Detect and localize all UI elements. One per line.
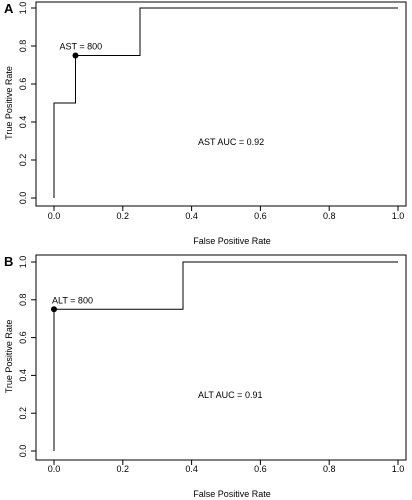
y-axis-label: True Positive Rate (4, 320, 14, 394)
x-axis-label: False Positive Rate (193, 489, 271, 499)
y-tick-label: 0.4 (18, 369, 28, 382)
y-tick-label: 0.0 (18, 192, 28, 205)
x-tick-label: 0.6 (254, 211, 267, 221)
panel-label: A (4, 1, 14, 16)
y-tick-label: 0.6 (18, 78, 28, 91)
x-tick-label: 1.0 (392, 464, 405, 474)
y-tick-label: 0.2 (18, 407, 28, 420)
y-tick-label: 1.0 (18, 2, 28, 15)
plot-frame (35, 1, 407, 207)
x-tick-label: 0.8 (323, 464, 336, 474)
auc-annotation: ALT AUC = 0.91 (198, 390, 262, 400)
auc-annotation: AST AUC = 0.92 (198, 137, 264, 147)
cutoff-label: ALT = 800 (52, 295, 93, 305)
y-axis: 0.0 0.2 0.4 0.6 0.8 1.0 True Positive Rate (4, 2, 36, 205)
x-tick-label: 0.8 (323, 211, 336, 221)
x-tick-label: 0.6 (254, 464, 267, 474)
x-tick-label: 0.4 (185, 211, 198, 221)
x-tick-label: 0.2 (117, 464, 130, 474)
roc-curve-line (53, 261, 398, 451)
y-tick-label: 1.0 (18, 256, 28, 269)
y-tick-label: 0.8 (18, 294, 28, 307)
y-tick-label: 0.4 (18, 116, 28, 129)
y-tick-label: 0.0 (18, 445, 28, 458)
cutoff-point (72, 52, 79, 59)
x-axis: 0.0 0.2 0.4 0.6 0.8 1.0 False Positive Rate (48, 206, 405, 246)
x-tick-label: 0.0 (48, 464, 61, 474)
x-axis: 0.0 0.2 0.4 0.6 0.8 1.0 False Positive Rate (48, 460, 405, 499)
y-tick-label: 0.6 (18, 331, 28, 344)
x-tick-label: 0.4 (185, 464, 198, 474)
x-tick-label: 0.0 (48, 211, 61, 221)
panel-label: B (4, 254, 13, 269)
x-axis-label: False Positive Rate (193, 236, 271, 246)
plot-frame (35, 254, 407, 461)
y-tick-label: 0.2 (18, 154, 28, 167)
y-axis: 0.0 0.2 0.4 0.6 0.8 1.0 True Positive Rate (4, 256, 36, 458)
x-tick-label: 0.2 (117, 211, 130, 221)
cutoff-point (51, 306, 57, 313)
x-tick-label: 1.0 (392, 211, 405, 221)
y-axis-label: True Positive Rate (4, 66, 14, 140)
y-tick-label: 0.8 (18, 40, 28, 53)
cutoff-label: AST = 800 (60, 42, 103, 52)
roc-curve-line (53, 7, 398, 198)
